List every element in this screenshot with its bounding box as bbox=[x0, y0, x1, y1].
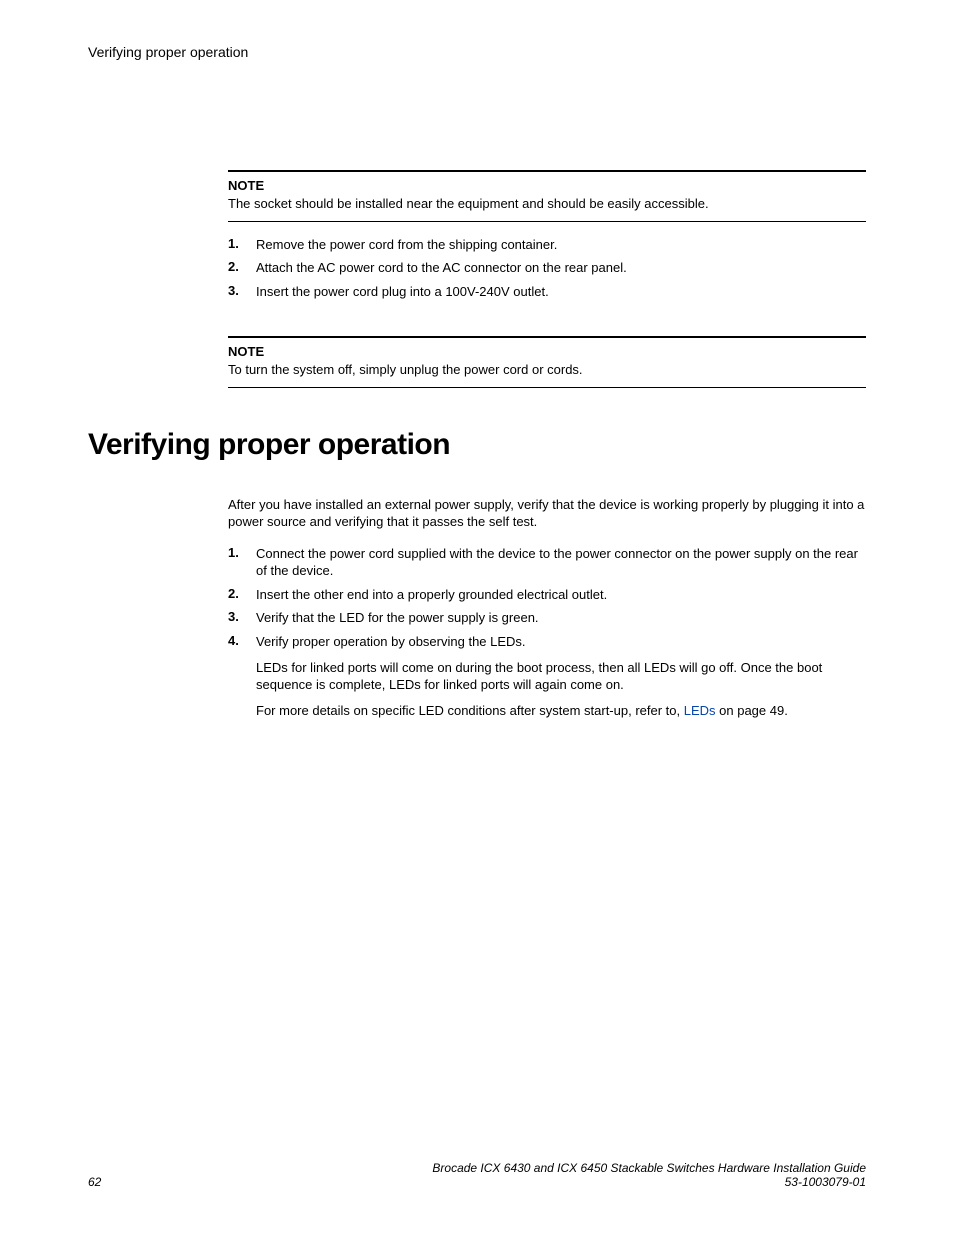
note-label: NOTE bbox=[228, 344, 866, 359]
list-number: 2. bbox=[228, 586, 256, 601]
page-number: 62 bbox=[88, 1175, 101, 1189]
sub-paragraph-2: For more details on specific LED conditi… bbox=[256, 702, 866, 720]
list-item: 2. Attach the AC power cord to the AC co… bbox=[228, 259, 866, 277]
list-text: Verify that the LED for the power supply… bbox=[256, 609, 539, 627]
note-text: The socket should be installed near the … bbox=[228, 195, 866, 213]
list-item: 1. Remove the power cord from the shippi… bbox=[228, 236, 866, 254]
list-number: 4. bbox=[228, 633, 256, 648]
list-number: 3. bbox=[228, 609, 256, 624]
content-area: NOTE The socket should be installed near… bbox=[228, 170, 866, 388]
list-number: 1. bbox=[228, 236, 256, 251]
list-item: 3. Insert the power cord plug into a 100… bbox=[228, 283, 866, 301]
list-item: 2. Insert the other end into a properly … bbox=[228, 586, 866, 604]
list-item: 4. Verify proper operation by observing … bbox=[228, 633, 866, 651]
leds-link[interactable]: LEDs bbox=[684, 703, 716, 718]
running-header: Verifying proper operation bbox=[88, 44, 866, 60]
page: Verifying proper operation NOTE The sock… bbox=[0, 0, 954, 1235]
sub-paragraph-1: LEDs for linked ports will come on durin… bbox=[256, 659, 866, 694]
text-fragment: For more details on specific LED conditi… bbox=[256, 703, 684, 718]
list-item: 1. Connect the power cord supplied with … bbox=[228, 545, 866, 580]
list-text: Verify proper operation by observing the… bbox=[256, 633, 526, 651]
footer-docnum: 53-1003079-01 bbox=[432, 1175, 866, 1189]
section-heading: Verifying proper operation bbox=[88, 428, 866, 462]
section-body: After you have installed an external pow… bbox=[228, 496, 866, 719]
list-number: 1. bbox=[228, 545, 256, 560]
list-text: Insert the other end into a properly gro… bbox=[256, 586, 607, 604]
list-item: 3. Verify that the LED for the power sup… bbox=[228, 609, 866, 627]
footer-title: Brocade ICX 6430 and ICX 6450 Stackable … bbox=[432, 1161, 866, 1175]
list-number: 2. bbox=[228, 259, 256, 274]
list-text: Attach the AC power cord to the AC conne… bbox=[256, 259, 627, 277]
list-number: 3. bbox=[228, 283, 256, 298]
list-text: Connect the power cord supplied with the… bbox=[256, 545, 866, 580]
list-text: Insert the power cord plug into a 100V-2… bbox=[256, 283, 549, 301]
footer-right: Brocade ICX 6430 and ICX 6450 Stackable … bbox=[432, 1161, 866, 1189]
intro-paragraph: After you have installed an external pow… bbox=[228, 496, 866, 531]
note-text: To turn the system off, simply unplug th… bbox=[228, 361, 866, 379]
text-fragment: on page 49. bbox=[716, 703, 788, 718]
page-footer: 62 Brocade ICX 6430 and ICX 6450 Stackab… bbox=[88, 1161, 866, 1189]
ordered-list-1: 1. Remove the power cord from the shippi… bbox=[228, 236, 866, 301]
note-box-2: NOTE To turn the system off, simply unpl… bbox=[228, 336, 866, 388]
list-text: Remove the power cord from the shipping … bbox=[256, 236, 557, 254]
note-label: NOTE bbox=[228, 178, 866, 193]
ordered-list-2: 1. Connect the power cord supplied with … bbox=[228, 545, 866, 651]
note-box-1: NOTE The socket should be installed near… bbox=[228, 170, 866, 222]
